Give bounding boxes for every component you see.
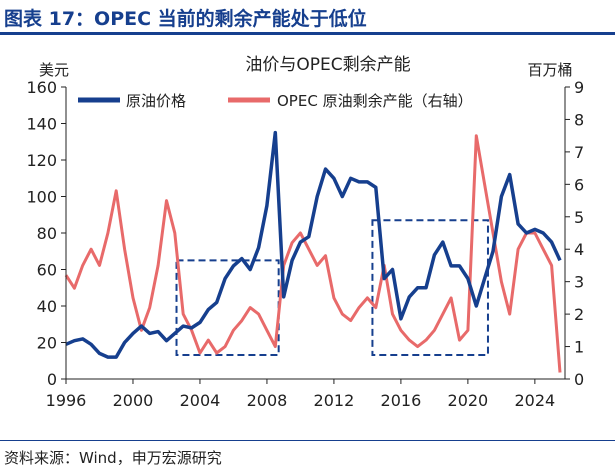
y2-tick-label: 2 (574, 305, 584, 324)
y2-tick-label: 4 (574, 240, 584, 259)
x-axis-ticks: 1996 2000 2004 2008 2012 2016 2020 2024 (46, 379, 555, 410)
y2-tick-label: 8 (574, 110, 584, 129)
y-tick-label: 120 (26, 151, 57, 170)
chart: 油价与OPEC剩余产能 美元 百万桶 原油价格 OPEC 原油剩余产能（右轴） … (26, 55, 584, 410)
y2-tick-label: 0 (574, 370, 584, 389)
y2-tick-label: 3 (574, 273, 584, 292)
left-axis-unit: 美元 (39, 61, 69, 79)
x-tick-label: 2000 (113, 391, 154, 410)
y-tick-label: 80 (37, 224, 57, 243)
y2-tick-label: 7 (574, 143, 584, 162)
x-tick-label: 2008 (247, 391, 288, 410)
left-axis-ticks: 0 20 40 60 80 100 120 140 160 (26, 78, 66, 389)
x-tick-label: 2024 (514, 391, 555, 410)
source-note: 资料来源：Wind，申万宏源研究 (4, 449, 222, 467)
right-axis-unit: 百万桶 (527, 61, 572, 79)
y-tick-label: 20 (37, 334, 57, 353)
y2-tick-label: 5 (574, 208, 584, 227)
y-tick-label: 160 (26, 78, 57, 97)
y-tick-label: 140 (26, 115, 57, 134)
legend: 原油价格 OPEC 原油剩余产能（右轴） (78, 92, 473, 110)
y-tick-label: 60 (37, 261, 57, 280)
legend-label-oil-price: 原油价格 (126, 92, 186, 110)
y-tick-label: 40 (37, 297, 57, 316)
legend-label-spare-capacity: OPEC 原油剩余产能（右轴） (277, 92, 473, 110)
y2-tick-label: 1 (574, 338, 584, 357)
y-tick-label: 100 (26, 188, 57, 207)
x-tick-label: 2016 (381, 391, 422, 410)
x-tick-label: 2020 (448, 391, 489, 410)
y-tick-label: 0 (47, 370, 57, 389)
x-tick-label: 2012 (314, 391, 355, 410)
title-divider (0, 32, 615, 35)
series-layer (64, 130, 562, 373)
y2-tick-label: 9 (574, 78, 584, 97)
source-divider (0, 440, 615, 441)
chart-title: 油价与OPEC剩余产能 (245, 55, 410, 75)
figure-title: 图表 17：OPEC 当前的剩余产能处于低位 (4, 8, 367, 30)
y2-tick-label: 6 (574, 175, 584, 194)
oil-price-line (65, 130, 562, 359)
x-tick-label: 2004 (180, 391, 221, 410)
x-tick-label: 1996 (46, 391, 87, 410)
spare-capacity-line (64, 134, 562, 373)
right-axis-ticks: 0 1 2 3 4 5 6 7 8 9 (565, 78, 584, 389)
highlight-box (371, 219, 489, 356)
